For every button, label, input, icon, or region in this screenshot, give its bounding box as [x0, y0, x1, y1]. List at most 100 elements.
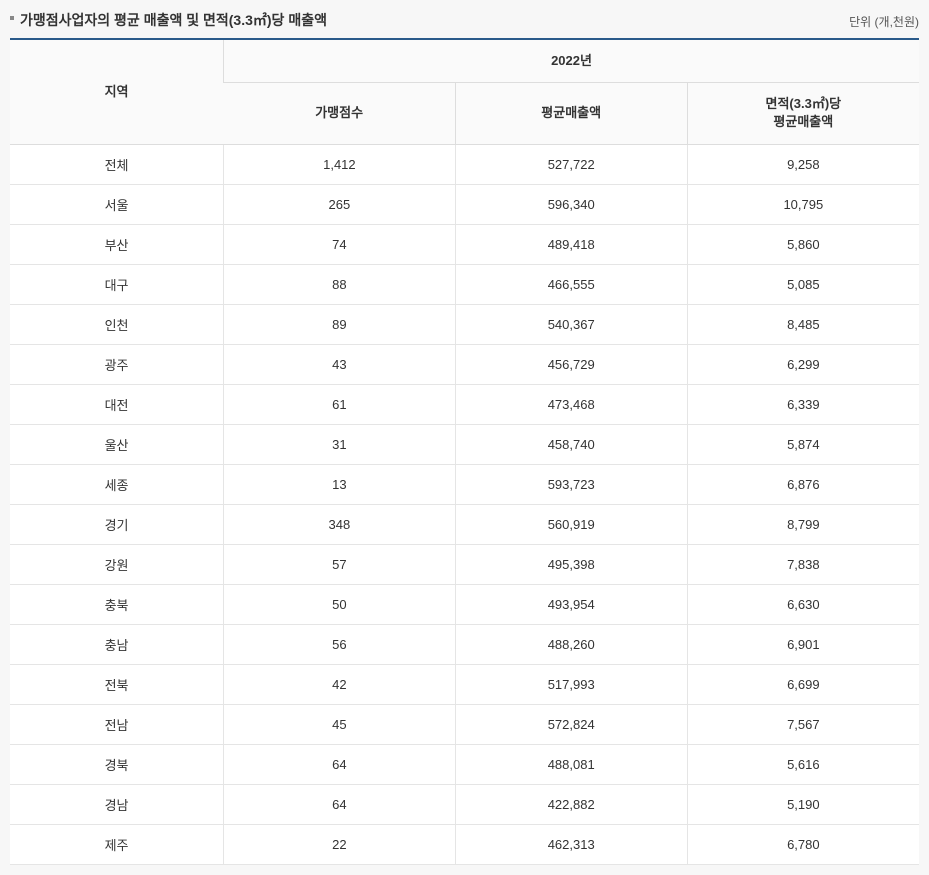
- table-row: 대전61473,4686,339: [10, 384, 919, 424]
- table-container: 가맹점사업자의 평균 매출액 및 면적(3.3㎡)당 매출액 단위 (개,천원)…: [10, 10, 919, 865]
- header-count: 가맹점수: [224, 83, 456, 144]
- cell-region: 전남: [10, 704, 224, 744]
- header-year: 2022년: [224, 39, 919, 83]
- cell-area: 10,795: [687, 184, 919, 224]
- cell-avg: 462,313: [455, 824, 687, 864]
- cell-region: 전북: [10, 664, 224, 704]
- table-row: 인천89540,3678,485: [10, 304, 919, 344]
- cell-avg: 489,418: [455, 224, 687, 264]
- table-row: 경남64422,8825,190: [10, 784, 919, 824]
- table-row: 제주22462,3136,780: [10, 824, 919, 864]
- cell-avg: 488,260: [455, 624, 687, 664]
- table-row: 울산31458,7405,874: [10, 424, 919, 464]
- cell-region: 부산: [10, 224, 224, 264]
- table-row: 광주43456,7296,299: [10, 344, 919, 384]
- cell-region: 충북: [10, 584, 224, 624]
- cell-count: 22: [224, 824, 456, 864]
- cell-area: 5,085: [687, 264, 919, 304]
- table-row: 대구88466,5555,085: [10, 264, 919, 304]
- cell-count: 89: [224, 304, 456, 344]
- cell-avg: 527,722: [455, 144, 687, 184]
- cell-count: 64: [224, 744, 456, 784]
- cell-region: 광주: [10, 344, 224, 384]
- cell-region: 충남: [10, 624, 224, 664]
- cell-count: 13: [224, 464, 456, 504]
- cell-avg: 593,723: [455, 464, 687, 504]
- cell-avg: 572,824: [455, 704, 687, 744]
- table-body: 전체1,412527,7229,258서울265596,34010,795부산7…: [10, 144, 919, 864]
- cell-avg: 540,367: [455, 304, 687, 344]
- cell-region: 대구: [10, 264, 224, 304]
- cell-count: 56: [224, 624, 456, 664]
- cell-avg: 458,740: [455, 424, 687, 464]
- cell-region: 강원: [10, 544, 224, 584]
- table-row: 충북50493,9546,630: [10, 584, 919, 624]
- cell-area: 8,799: [687, 504, 919, 544]
- cell-count: 61: [224, 384, 456, 424]
- table-row: 서울265596,34010,795: [10, 184, 919, 224]
- table-row: 경북64488,0815,616: [10, 744, 919, 784]
- cell-area: 6,780: [687, 824, 919, 864]
- table-row: 부산74489,4185,860: [10, 224, 919, 264]
- cell-avg: 517,993: [455, 664, 687, 704]
- table-head: 지역 2022년 가맹점수 평균매출액 면적(3.3㎡)당 평균매출액: [10, 39, 919, 144]
- header-region: 지역: [10, 39, 224, 144]
- cell-count: 45: [224, 704, 456, 744]
- unit-label: 단위 (개,천원): [849, 13, 919, 30]
- cell-area: 6,901: [687, 624, 919, 664]
- cell-region: 경남: [10, 784, 224, 824]
- header-row: 가맹점사업자의 평균 매출액 및 면적(3.3㎡)당 매출액 단위 (개,천원): [10, 10, 919, 30]
- cell-count: 64: [224, 784, 456, 824]
- cell-count: 43: [224, 344, 456, 384]
- cell-count: 74: [224, 224, 456, 264]
- cell-avg: 495,398: [455, 544, 687, 584]
- table-row: 충남56488,2606,901: [10, 624, 919, 664]
- table-row: 세종13593,7236,876: [10, 464, 919, 504]
- cell-count: 50: [224, 584, 456, 624]
- header-row-1: 지역 2022년: [10, 39, 919, 83]
- cell-count: 57: [224, 544, 456, 584]
- cell-region: 서울: [10, 184, 224, 224]
- cell-region: 세종: [10, 464, 224, 504]
- cell-area: 6,699: [687, 664, 919, 704]
- cell-avg: 466,555: [455, 264, 687, 304]
- cell-region: 울산: [10, 424, 224, 464]
- cell-count: 88: [224, 264, 456, 304]
- header-area-line2: 평균매출액: [773, 114, 833, 129]
- cell-area: 6,339: [687, 384, 919, 424]
- cell-area: 6,299: [687, 344, 919, 384]
- cell-region: 경기: [10, 504, 224, 544]
- cell-area: 7,567: [687, 704, 919, 744]
- cell-avg: 560,919: [455, 504, 687, 544]
- cell-avg: 473,468: [455, 384, 687, 424]
- cell-area: 5,190: [687, 784, 919, 824]
- header-area-line1: 면적(3.3㎡)당: [766, 96, 842, 111]
- cell-area: 9,258: [687, 144, 919, 184]
- cell-region: 전체: [10, 144, 224, 184]
- header-avg-revenue: 평균매출액: [455, 83, 687, 144]
- cell-region: 대전: [10, 384, 224, 424]
- cell-avg: 422,882: [455, 784, 687, 824]
- cell-count: 348: [224, 504, 456, 544]
- cell-count: 265: [224, 184, 456, 224]
- cell-region: 경북: [10, 744, 224, 784]
- cell-area: 5,860: [687, 224, 919, 264]
- cell-area: 5,874: [687, 424, 919, 464]
- cell-avg: 488,081: [455, 744, 687, 784]
- cell-area: 7,838: [687, 544, 919, 584]
- table-row: 경기348560,9198,799: [10, 504, 919, 544]
- table-row: 강원57495,3987,838: [10, 544, 919, 584]
- cell-area: 6,630: [687, 584, 919, 624]
- cell-region: 인천: [10, 304, 224, 344]
- table-row: 전체1,412527,7229,258: [10, 144, 919, 184]
- revenue-table: 지역 2022년 가맹점수 평균매출액 면적(3.3㎡)당 평균매출액 전체1,…: [10, 38, 919, 865]
- cell-avg: 456,729: [455, 344, 687, 384]
- cell-area: 8,485: [687, 304, 919, 344]
- cell-avg: 596,340: [455, 184, 687, 224]
- cell-count: 31: [224, 424, 456, 464]
- table-title: 가맹점사업자의 평균 매출액 및 면적(3.3㎡)당 매출액: [10, 10, 327, 30]
- cell-region: 제주: [10, 824, 224, 864]
- cell-count: 42: [224, 664, 456, 704]
- table-row: 전북42517,9936,699: [10, 664, 919, 704]
- cell-area: 5,616: [687, 744, 919, 784]
